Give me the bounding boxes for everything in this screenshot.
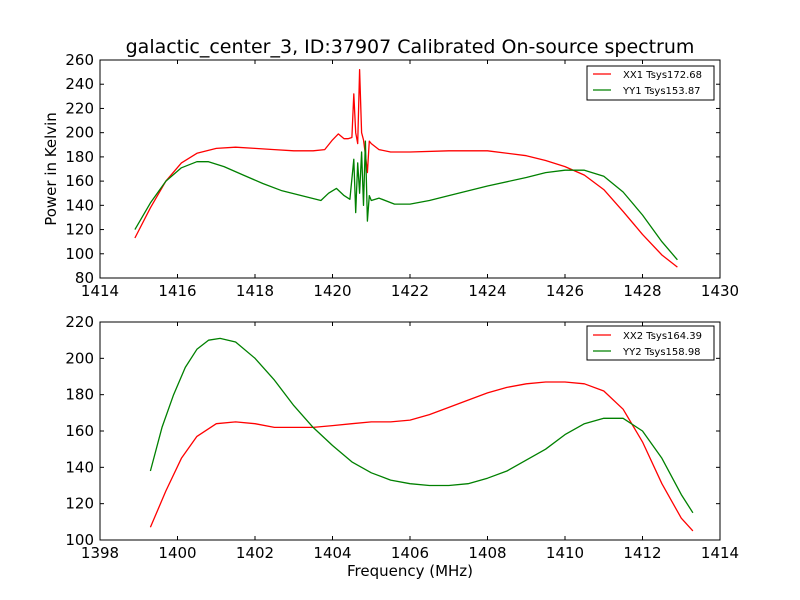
top-x-tick-label: 1418 [236, 282, 274, 300]
bottom-y-tick-label: 120 [65, 495, 94, 513]
bottom-x-tick-label: 1404 [313, 544, 351, 562]
bottom-x-tick-label: 1406 [391, 544, 429, 562]
top-ticks: 1414 1416 1418 1420 1422 1424 1426 1428 1430 80 10… [65, 51, 739, 300]
bottom-y-tick-label: 200 [65, 349, 94, 367]
top-y-tick-label: 200 [65, 124, 94, 142]
bottom-y-tick-label: 160 [65, 422, 94, 440]
bottom-legend: XX2 Tsys164.39 YY2 Tsys158.98 [586, 325, 715, 361]
top-y-tick-label: 100 [65, 245, 94, 263]
top-series-group [134, 69, 678, 268]
top-legend-label-yy1: YY1 Tsys153.87 [622, 86, 701, 97]
top-x-tick-label: 1426 [546, 282, 584, 300]
top-x-tick-label: 1422 [391, 282, 429, 300]
top-y-tick-label: 180 [65, 148, 94, 166]
top-y-tick-label: 80 [75, 269, 94, 287]
top-y-tick-label: 160 [65, 172, 94, 190]
top-x-tick-label: 1420 [313, 282, 351, 300]
top-x-tick-label: 1416 [158, 282, 196, 300]
bottom-y-tick-label: 140 [65, 458, 94, 476]
bottom-x-tick-label: 1398 [81, 544, 119, 562]
chart-title: galactic_center_3, ID:37907 Calibrated O… [126, 36, 695, 58]
top-y-tick-label: 140 [65, 196, 94, 214]
bottom-legend-label-xx2: XX2 Tsys164.39 [623, 331, 702, 342]
bottom-x-tick-label: 1408 [468, 544, 506, 562]
bottom-x-tick-label: 1402 [236, 544, 274, 562]
top-legend-label-xx1: XX1 Tsys172.68 [623, 70, 702, 81]
top-legend: XX1 Tsys172.68 YY1 Tsys153.87 [586, 65, 715, 101]
top-y-tick-label: 220 [65, 99, 94, 117]
bottom-legend-box [586, 325, 715, 361]
x-axis-label: Frequency (MHz) [347, 562, 473, 580]
bottom-legend-label-yy2: YY2 Tsys158.98 [622, 347, 701, 358]
top-y-tick-label: 260 [65, 51, 94, 69]
top-x-tick-label: 1428 [623, 282, 661, 300]
bottom-y-tick-label: 180 [65, 386, 94, 404]
top-y-axis-label: Power in Kelvin [42, 112, 60, 226]
top-x-tick-label: 1414 [81, 282, 119, 300]
bottom-x-tick-label: 1410 [546, 544, 584, 562]
bottom-y-tick-label: 100 [65, 531, 94, 549]
bottom-series-line-xx2 [149, 381, 694, 532]
top-series-line-xx1 [134, 69, 678, 268]
top-y-tick-label: 120 [65, 221, 94, 239]
top-x-tick-label: 1424 [468, 282, 506, 300]
bottom-panel: 1398 1400 1402 1404 1406 1408 1410 1412 1414 100 1… [65, 313, 739, 580]
top-panel: galactic_center_3, ID:37907 Calibrated O… [42, 36, 739, 300]
top-legend-box [586, 65, 715, 101]
top-x-tick-label: 1430 [701, 282, 739, 300]
bottom-series-line-yy2 [149, 337, 694, 514]
top-series-line-yy1 [134, 140, 678, 261]
bottom-x-tick-label: 1400 [158, 544, 196, 562]
bottom-ticks: 1398 1400 1402 1404 1406 1408 1410 1412 1414 100 1… [65, 313, 739, 562]
bottom-series-group [149, 337, 694, 532]
top-y-tick-label: 240 [65, 75, 94, 93]
bottom-x-tick-label: 1412 [623, 544, 661, 562]
bottom-x-tick-label: 1414 [701, 544, 739, 562]
bottom-y-tick-label: 220 [65, 313, 94, 331]
